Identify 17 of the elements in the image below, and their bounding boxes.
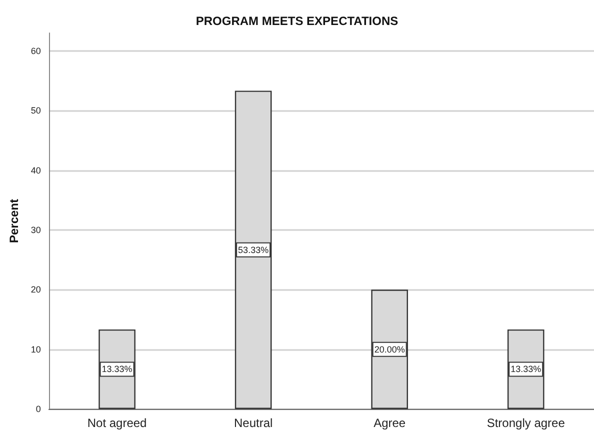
- y-tick-label: 60: [30, 46, 41, 56]
- data-label: 53.33%: [238, 244, 269, 255]
- x-tick-label: Agree: [374, 416, 406, 430]
- y-axis-title: Percent: [7, 198, 21, 244]
- y-tick-label: 10: [30, 344, 41, 354]
- x-tick-label: Not agreed: [87, 416, 147, 430]
- chart-title: PROGRAM MEETS EXPECTATIONS: [196, 14, 398, 28]
- data-label: 20.00%: [374, 344, 405, 354]
- y-tick-label: 0: [36, 404, 41, 414]
- y-tick-label: 40: [30, 165, 41, 176]
- x-tick-label: Strongly agree: [486, 416, 566, 430]
- y-tick-label: 50: [30, 106, 41, 116]
- data-label: 13.33%: [510, 364, 542, 374]
- y-tick-label: 30: [30, 224, 41, 235]
- x-tick-label: Neutral: [234, 416, 273, 430]
- y-tick-label: 20: [30, 284, 41, 295]
- data-label: 13.33%: [102, 364, 132, 374]
